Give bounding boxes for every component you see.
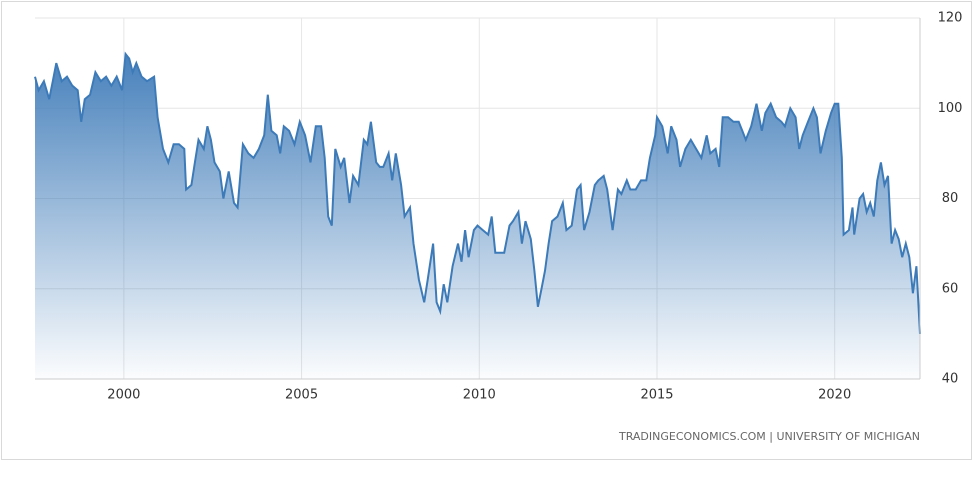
y-tick-label: 60 — [942, 281, 959, 296]
x-tick-label: 2000 — [107, 388, 140, 403]
x-tick-label: 2005 — [285, 388, 318, 403]
source: TRADINGECONOMICS.COM | UNIVERSITY OF MIC… — [618, 430, 920, 443]
x-tick-label: 2015 — [640, 388, 673, 403]
y-tick-label: 80 — [942, 191, 959, 206]
y-tick-label: 120 — [938, 11, 963, 26]
y-tick-label: 100 — [938, 101, 963, 116]
y-tick-label: 40 — [942, 372, 959, 387]
x-tick-label: 2020 — [818, 388, 851, 403]
area — [35, 54, 920, 379]
line — [34, 51, 921, 334]
x-tick-label: 2010 — [463, 388, 496, 403]
